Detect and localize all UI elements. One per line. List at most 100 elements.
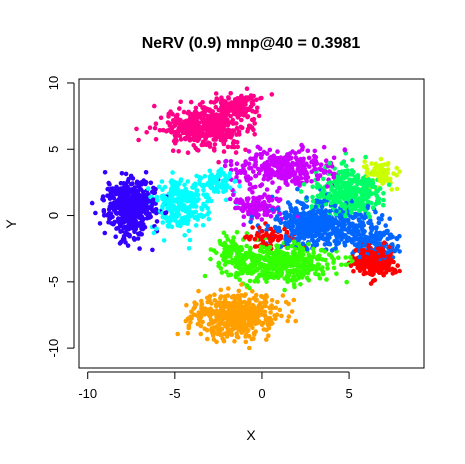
data-point [141, 178, 146, 183]
data-point [282, 261, 288, 266]
data-point [232, 298, 237, 304]
data-point [175, 331, 180, 337]
data-point [348, 206, 353, 211]
data-point [205, 295, 210, 301]
data-point [147, 198, 152, 204]
data-point [214, 184, 220, 189]
data-point [230, 245, 236, 250]
data-point [130, 207, 136, 212]
data-point [394, 186, 400, 192]
data-point [260, 234, 265, 240]
data-point [156, 184, 162, 190]
data-point [132, 194, 137, 200]
data-point [332, 198, 338, 203]
data-point [269, 231, 275, 237]
data-point [159, 193, 165, 199]
data-point [193, 223, 199, 228]
data-point [234, 139, 240, 145]
data-point [219, 326, 225, 332]
data-point [253, 253, 258, 258]
data-point [245, 114, 251, 119]
data-point [276, 234, 281, 240]
data-point [189, 199, 195, 205]
data-point [359, 188, 364, 194]
data-point [360, 227, 365, 232]
data-point [226, 286, 231, 291]
data-point [210, 109, 215, 114]
data-point [264, 294, 270, 300]
data-point [382, 240, 387, 245]
data-point [272, 313, 277, 318]
data-point [137, 204, 143, 209]
data-point [306, 267, 312, 273]
data-point [310, 198, 316, 204]
data-point [176, 210, 181, 216]
data-point [327, 214, 332, 220]
data-point [192, 192, 197, 197]
data-point [334, 271, 339, 277]
data-point [230, 128, 235, 133]
data-point [368, 200, 374, 206]
data-point [242, 206, 248, 211]
data-point [256, 113, 262, 119]
data-point [264, 151, 270, 156]
data-point [261, 327, 267, 332]
data-point [329, 187, 334, 193]
data-point [270, 266, 276, 272]
data-point [257, 248, 263, 253]
data-point [360, 175, 366, 181]
data-point [221, 310, 226, 316]
data-point [296, 261, 301, 267]
data-point [348, 255, 353, 260]
data-point [170, 170, 175, 175]
data-point [296, 232, 302, 238]
data-point [270, 180, 275, 185]
y-axis: -10 -5 0 5 10 [46, 76, 75, 358]
data-point [224, 107, 230, 112]
data-point [210, 333, 216, 338]
data-point [243, 159, 248, 164]
data-point [352, 196, 358, 202]
data-point [253, 184, 258, 190]
data-point [244, 106, 250, 112]
data-point [211, 329, 216, 335]
data-point [331, 257, 337, 263]
data-point [202, 173, 208, 179]
data-point [248, 264, 253, 270]
data-point [168, 188, 174, 193]
data-point [182, 182, 187, 188]
data-point [251, 127, 256, 133]
data-point [208, 256, 213, 262]
data-point [246, 161, 252, 167]
data-point [311, 254, 316, 260]
data-point [252, 121, 257, 126]
data-point [313, 166, 318, 172]
data-point [243, 95, 249, 100]
data-point [358, 261, 364, 267]
data-point [364, 262, 369, 268]
data-point [350, 157, 355, 163]
data-point [311, 246, 316, 252]
data-point [119, 171, 125, 176]
data-point [227, 196, 233, 202]
data-point [363, 154, 368, 160]
data-point [323, 257, 328, 263]
data-point [394, 236, 399, 241]
data-point [236, 288, 242, 294]
data-point [221, 149, 227, 154]
data-point [329, 248, 335, 253]
data-point [158, 115, 164, 121]
data-point [189, 316, 194, 321]
data-point [303, 169, 309, 175]
data-point [253, 212, 259, 218]
data-point [223, 197, 229, 203]
data-point [242, 299, 247, 305]
data-point [245, 178, 251, 183]
data-point [187, 237, 193, 243]
data-point [232, 312, 238, 318]
data-point [254, 97, 259, 103]
data-point [219, 253, 225, 258]
data-point [204, 119, 210, 124]
data-point [374, 188, 380, 194]
data-point [250, 108, 255, 114]
